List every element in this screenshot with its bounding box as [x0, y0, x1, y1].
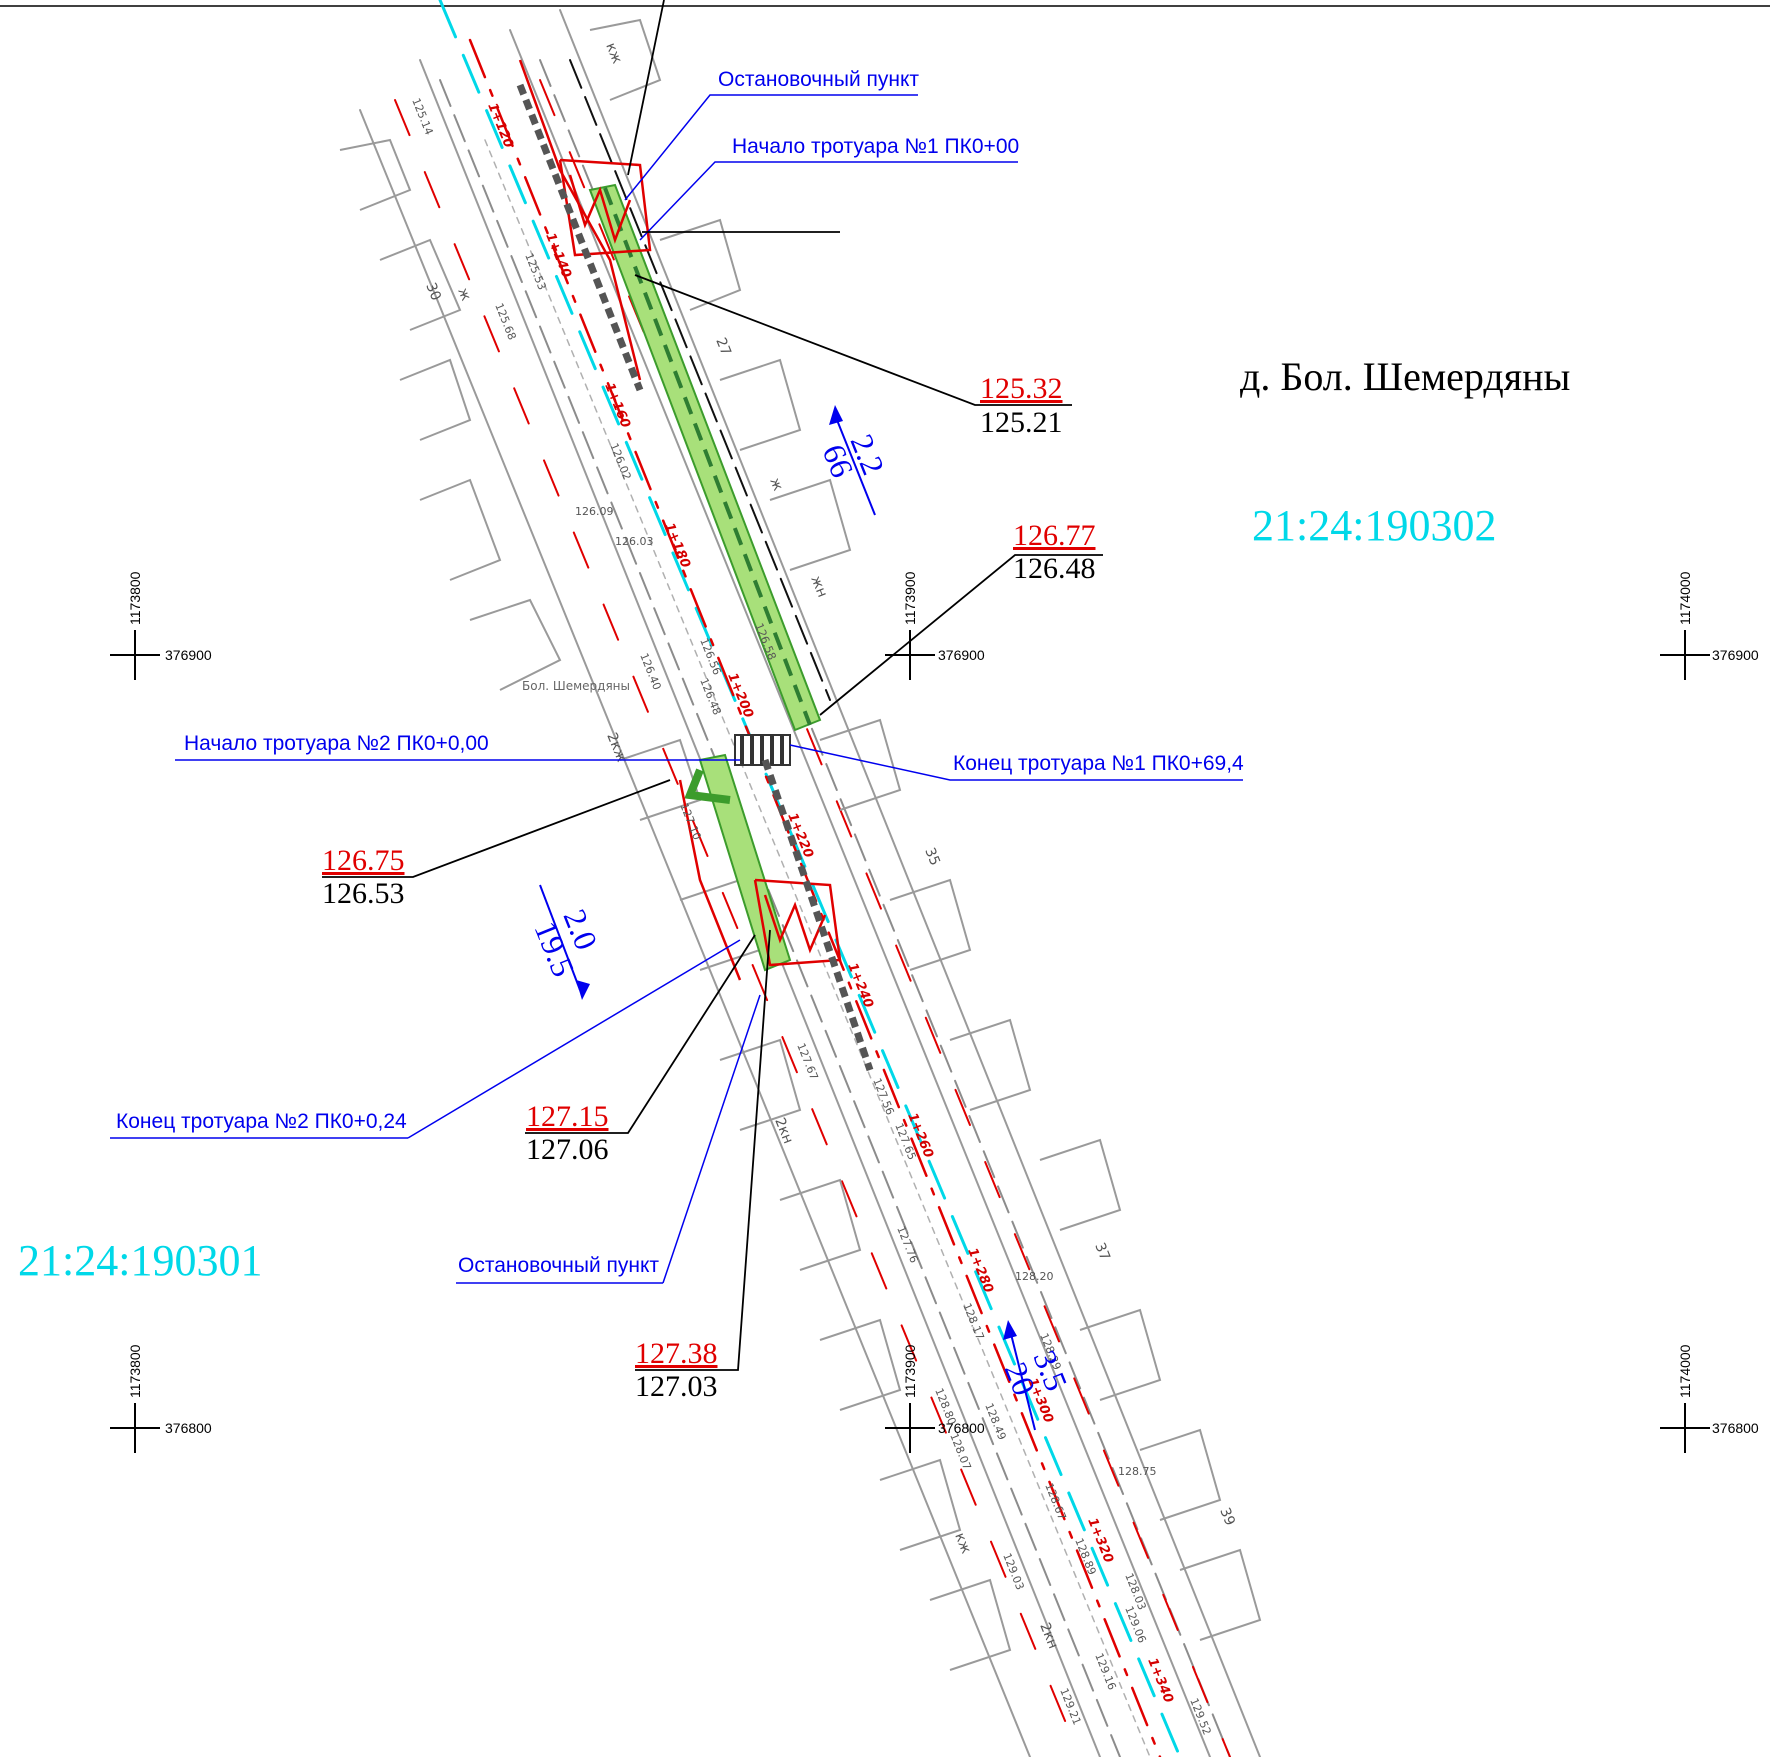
settlement-title: д. Бол. Шемердяны	[1240, 354, 1570, 399]
survey-point: 128.67	[1042, 1481, 1068, 1522]
callout-stop-top: Остановочный пункт	[718, 68, 919, 91]
callout-stop-bottom: Остановочный пункт	[458, 1254, 659, 1277]
grid-label-x: 1173900	[902, 1344, 918, 1398]
house-mark: кж	[602, 41, 625, 67]
settlement-map-label: Бол. Шемердяны	[522, 679, 630, 693]
picket-label: 1+280	[964, 1246, 996, 1295]
grid-label-y: 376900	[938, 647, 985, 663]
survey-point: 125.53	[522, 251, 548, 292]
elevation-design: 127.15	[526, 1100, 609, 1133]
building-outlines	[339, 18, 1262, 1671]
elevation-existing: 125.21	[980, 406, 1063, 439]
callout-end-walk2: Конец тротуара №2 ПК0+0,24	[116, 1110, 407, 1133]
survey-point: 128.75	[1118, 1465, 1157, 1478]
survey-point: 128.17	[960, 1301, 986, 1342]
survey-point: 127.67	[794, 1041, 820, 1082]
survey-point: 128.07	[947, 1431, 973, 1472]
elevation-leaders	[322, 0, 1103, 1371]
cadastral-number: 21:24:190302	[1252, 501, 1496, 550]
survey-point: 128.49	[982, 1401, 1008, 1442]
picket-label: 1+200	[724, 671, 756, 720]
survey-point: 127.76	[894, 1224, 920, 1265]
survey-point: 125.68	[492, 301, 518, 342]
survey-point: 126.09	[575, 505, 614, 518]
survey-point: 129.52	[1187, 1696, 1213, 1737]
survey-point: 128.20	[1015, 1270, 1054, 1283]
house-mark: ж	[766, 476, 786, 494]
grid-label-y: 376800	[1712, 1420, 1759, 1436]
survey-point: 127.10	[677, 801, 703, 842]
picket-label: 1+180	[661, 521, 693, 570]
elevation-existing: 127.03	[635, 1370, 718, 1403]
grid-label-x: 1173800	[127, 1344, 143, 1398]
house-mark: 30	[422, 281, 444, 304]
grid-crosses	[110, 630, 1710, 1453]
slope-indicator-2: 2.0 19.5	[528, 884, 605, 1000]
elevation-design: 126.77	[1013, 519, 1096, 552]
cadastral-number: 21:24:190301	[18, 1236, 262, 1285]
elevation-design: 126.75	[322, 844, 405, 877]
grid-label-x: 1174000	[1677, 571, 1693, 625]
picket-label: 1+160	[601, 381, 633, 430]
grid-label-x: 1173800	[127, 571, 143, 625]
grid-label-y: 376900	[1712, 647, 1759, 663]
house-mark: кж	[951, 1531, 974, 1557]
house-mark: 39	[1216, 1506, 1238, 1529]
grid-label-y: 376900	[165, 647, 212, 663]
elevation-existing: 126.48	[1013, 552, 1096, 585]
elevation-existing: 127.06	[526, 1133, 609, 1166]
callout-start-walk2: Начало тротуара №2 ПК0+0,00	[184, 732, 489, 755]
callout-start-walk1: Начало тротуара №1 ПК0+00	[732, 135, 1019, 158]
grid-label-x: 1174000	[1677, 1344, 1693, 1398]
curb-line-bottom	[761, 758, 874, 1072]
grid-label-y: 376800	[938, 1420, 985, 1436]
curb-line-top	[516, 83, 644, 392]
survey-point: 126.48	[697, 676, 723, 717]
sidewalk-2	[684, 753, 792, 972]
road-corridor	[359, 0, 1261, 1757]
survey-point: 126.56	[697, 636, 723, 677]
survey-point: 127.56	[870, 1076, 896, 1117]
pedestrian-crossing	[734, 734, 791, 766]
picket-label: 1+220	[784, 811, 816, 860]
house-mark: жн	[807, 574, 830, 600]
house-mark: 37	[1091, 1241, 1113, 1264]
elevation-existing: 126.53	[322, 877, 405, 910]
house-mark: 2кн	[1036, 1621, 1061, 1652]
slope-indicator-1: 2.2 66	[816, 405, 892, 516]
house-mark: ж	[454, 286, 474, 304]
grid-label-x: 1173900	[902, 571, 918, 625]
survey-point: 126.03	[615, 535, 654, 548]
house-mark: 35	[921, 846, 943, 869]
elevation-design: 127.38	[635, 1337, 718, 1370]
house-mark: 27	[712, 336, 734, 359]
survey-point: 129.06	[1122, 1604, 1148, 1645]
callout-lines	[110, 94, 1243, 1284]
elevation-design: 125.32	[980, 372, 1063, 405]
grid-label-y: 376800	[165, 1420, 212, 1436]
survey-point: 125.14	[409, 96, 435, 137]
picket-label: 1+120	[484, 101, 516, 150]
callout-end-walk1: Конец тротуара №1 ПК0+69,4	[953, 752, 1244, 775]
